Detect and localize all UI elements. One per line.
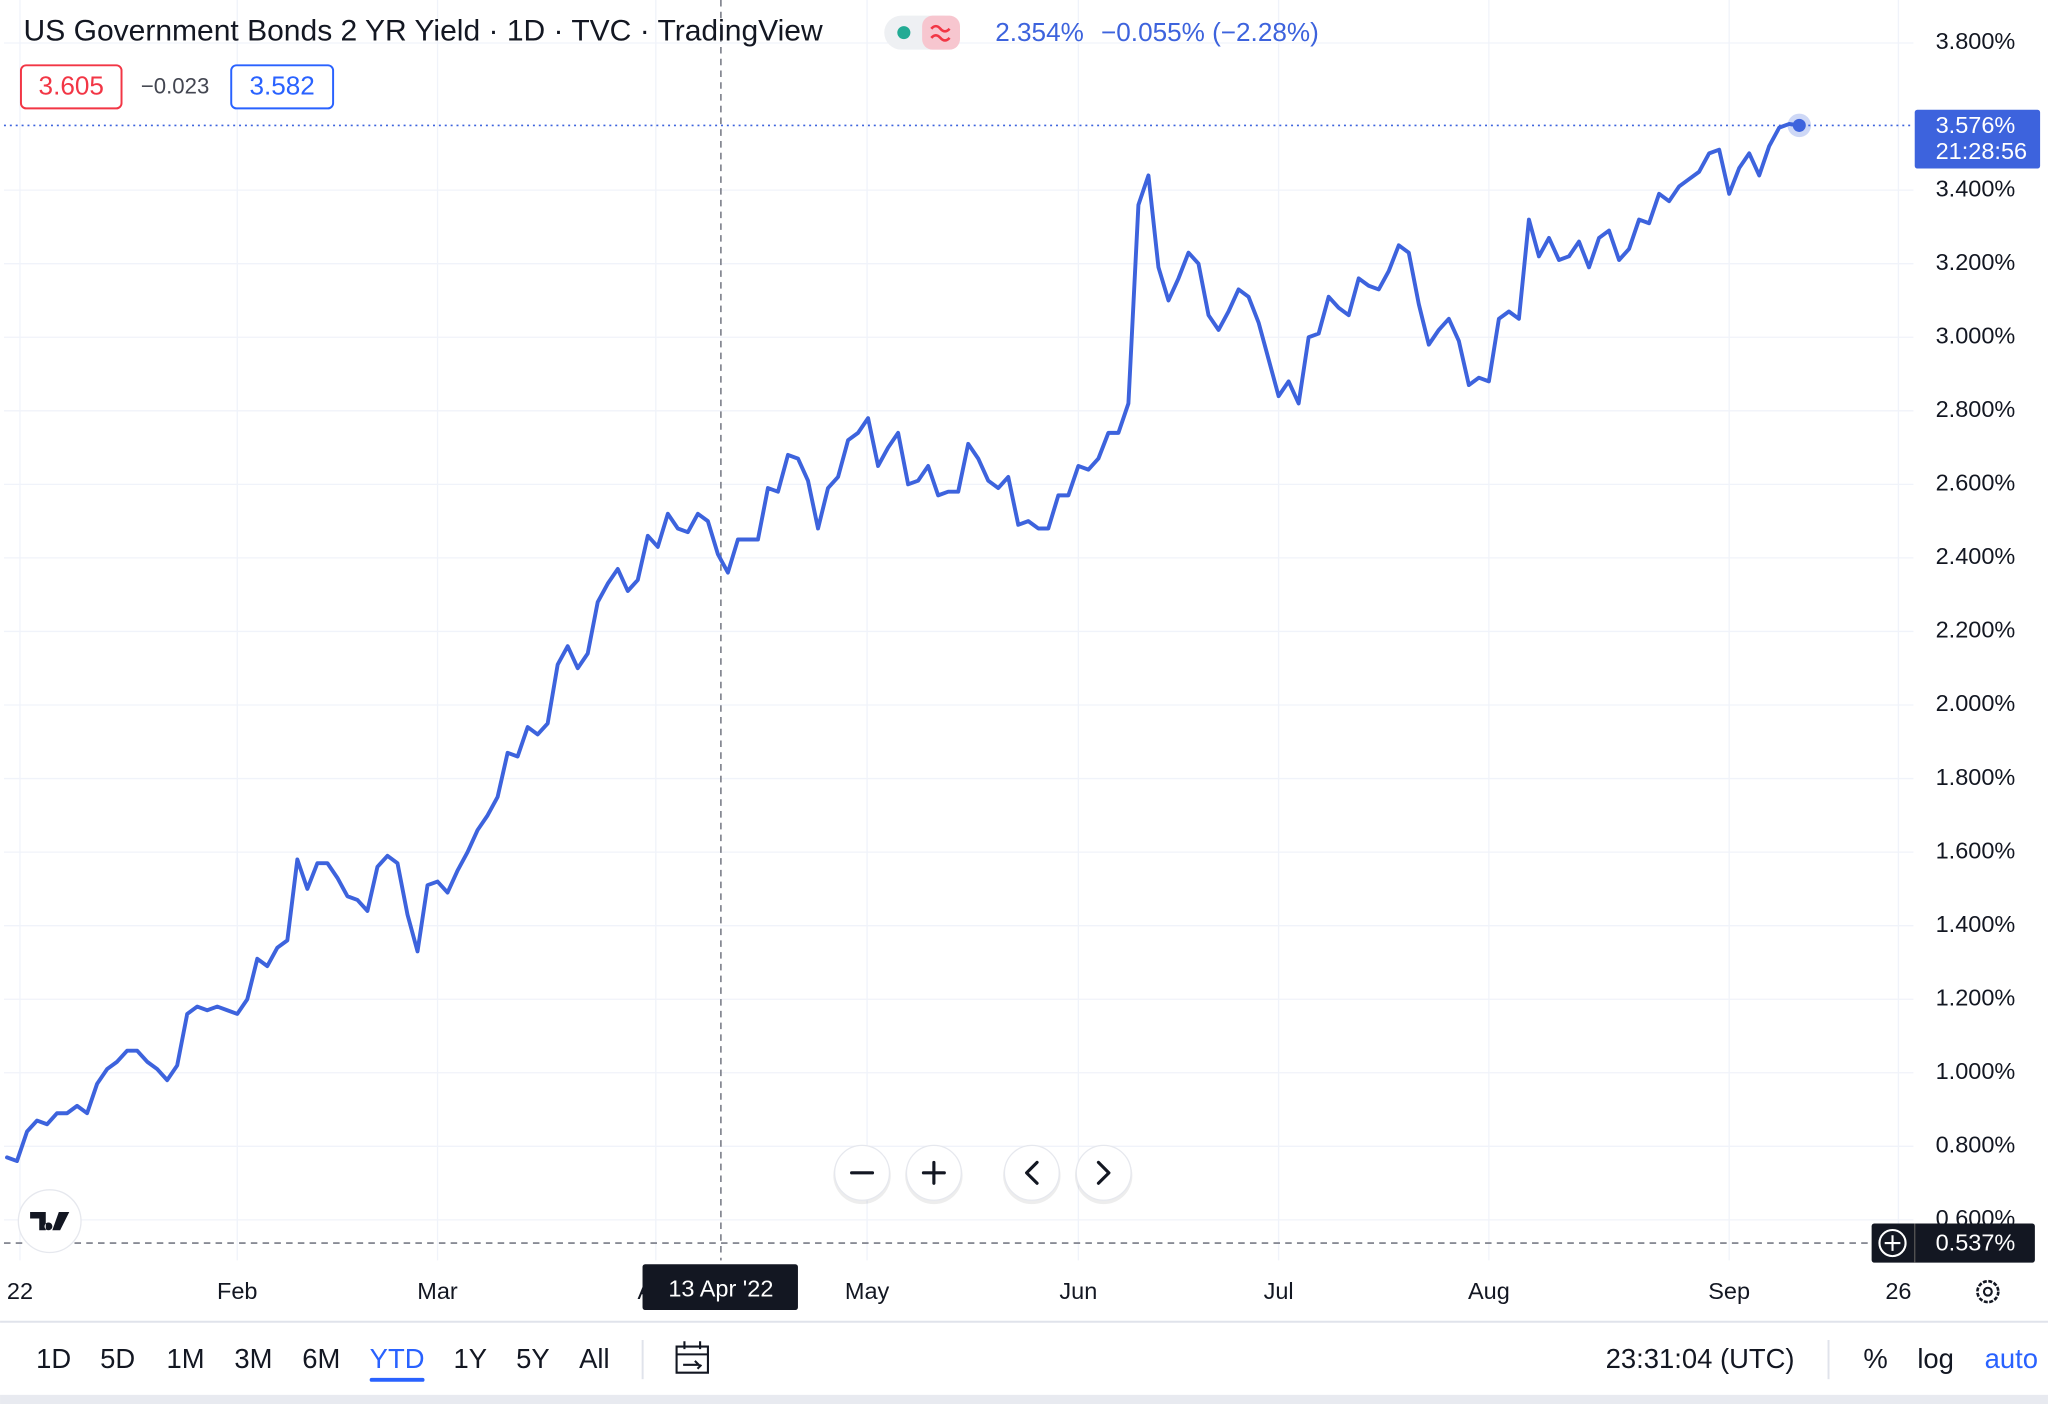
range-button[interactable]: All — [579, 1343, 609, 1374]
range-button[interactable]: 1Y — [453, 1343, 487, 1374]
last-price-box — [1914, 109, 2041, 169]
readout-value: 2.354% — [995, 17, 1084, 47]
range-button[interactable]: 5D — [100, 1343, 135, 1374]
scroll-right-button[interactable] — [1075, 1144, 1132, 1201]
x-tick-label: Jun — [1059, 1278, 1097, 1304]
logo-badge[interactable] — [17, 1189, 82, 1254]
settings-icon-core — [1982, 1286, 1993, 1297]
range-button[interactable]: 1D — [36, 1343, 71, 1374]
status-pill-red — [922, 15, 961, 50]
y-tick-label: 2.000% — [1936, 690, 2016, 716]
crosshair-price-box — [1871, 1223, 2035, 1263]
x-tick-label: 26 — [1885, 1278, 1911, 1304]
crosshair-price-label: 0.537% — [1936, 1230, 2016, 1256]
y-tick-label: 0.800% — [1936, 1132, 2016, 1158]
y-tick-label: 3.400% — [1936, 175, 2016, 201]
buy-box[interactable] — [230, 64, 335, 110]
y-tick-label: 2.600% — [1936, 470, 2016, 496]
scroll-right-button-glyph — [1096, 1160, 1111, 1185]
y-tick-label: 3.000% — [1936, 322, 2016, 348]
sell-box[interactable] — [19, 64, 123, 110]
crosshair-date-box — [642, 1264, 798, 1310]
x-tick-label: May — [845, 1278, 890, 1304]
scroll-left-button-glyph — [1025, 1160, 1039, 1185]
time-axis-left-cover — [0, 1273, 4, 1313]
x-tick-label: Aug — [1468, 1278, 1510, 1304]
go-to-date-icon[interactable] — [675, 1341, 709, 1374]
x-tick-label: Feb — [217, 1278, 258, 1304]
approx-icon — [930, 24, 951, 42]
y-tick-label: 3.200% — [1936, 249, 2016, 275]
plot — [3, 0, 1914, 1261]
yield-line — [5, 121, 1802, 1163]
y-tick-label: 2.200% — [1936, 617, 2016, 643]
crosshair-date-label: 13 Apr '22 — [668, 1276, 773, 1302]
last-price-countdown: 21:28:56 — [1936, 138, 2027, 164]
add-alert-icon[interactable] — [1878, 1228, 1907, 1258]
scale-option[interactable]: log — [1917, 1343, 1954, 1374]
y-tick-label: 2.400% — [1936, 543, 2016, 569]
readout-change: −0.055% (−2.28%) — [1101, 17, 1319, 47]
range-button[interactable]: YTD — [370, 1343, 425, 1374]
zoom-in-button-glyph — [921, 1160, 946, 1185]
y-tick-label: 1.200% — [1936, 984, 2016, 1010]
y-tick-label: 1.000% — [1936, 1058, 2016, 1084]
y-tick-label: 1.600% — [1936, 837, 2016, 863]
range-underline — [369, 1377, 425, 1382]
sell-price: 3.605 — [39, 70, 104, 100]
y-tick-label: 3.800% — [1936, 28, 2016, 54]
y-tick-label: 1.400% — [1936, 911, 2016, 937]
x-tick-label: 22 — [7, 1278, 33, 1304]
scale-option[interactable]: auto — [1985, 1343, 2038, 1374]
range-button[interactable]: 5Y — [516, 1343, 550, 1374]
bottom-strip — [0, 1394, 2048, 1404]
range-button[interactable]: 6M — [302, 1343, 340, 1374]
y-tick-label: 1.800% — [1936, 764, 2016, 790]
scale-option[interactable]: % — [1863, 1343, 1887, 1374]
range-button[interactable]: 1M — [166, 1343, 204, 1374]
spread: −0.023 — [141, 73, 209, 98]
buy-price: 3.582 — [249, 70, 314, 100]
range-button[interactable]: 3M — [234, 1343, 272, 1374]
add-alert-plus — [1884, 1235, 1901, 1251]
logo-mark — [30, 1212, 70, 1231]
market-status-dot — [897, 26, 911, 40]
clock: 23:31:04 (UTC) — [1606, 1343, 1795, 1374]
ui: 3.800% 3.400% 3.200% 3.000% 2.800% 2.600% 2.40… — [0, 15, 2041, 1382]
x-tick-label: Mar — [417, 1278, 458, 1304]
settings-icon[interactable] — [1976, 1279, 2000, 1304]
x-tick-label: Sep — [1708, 1278, 1750, 1304]
last-price-label: 3.576% — [1936, 112, 2016, 138]
chart-title: US Government Bonds 2 YR Yield · 1D · TV… — [24, 15, 823, 48]
last-point — [1792, 118, 1806, 132]
x-tick-label: Jul — [1264, 1278, 1294, 1304]
y-tick-label: 2.800% — [1936, 396, 2016, 422]
scroll-left-button[interactable] — [1003, 1144, 1060, 1201]
